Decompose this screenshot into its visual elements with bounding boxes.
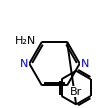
Text: H₂N: H₂N [15, 36, 36, 46]
Text: N: N [20, 59, 28, 69]
Text: Br: Br [70, 87, 82, 97]
Text: N: N [81, 59, 89, 69]
